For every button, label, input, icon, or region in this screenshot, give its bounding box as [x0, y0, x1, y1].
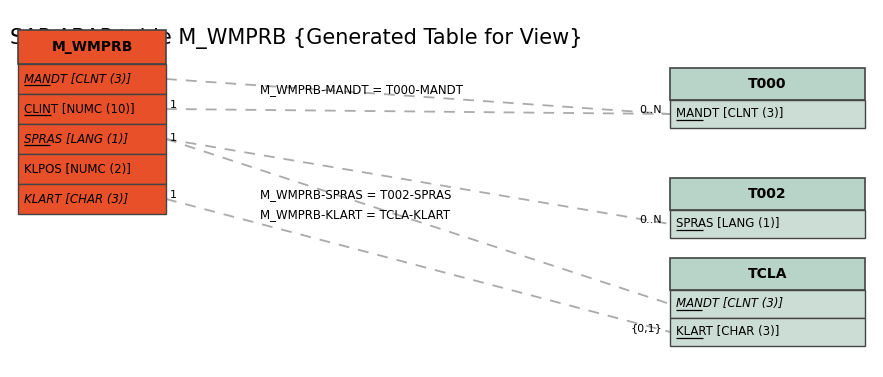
- FancyBboxPatch shape: [670, 178, 865, 210]
- FancyBboxPatch shape: [670, 318, 865, 346]
- FancyBboxPatch shape: [18, 94, 166, 124]
- Text: KLART [CHAR (3)]: KLART [CHAR (3)]: [24, 193, 128, 205]
- FancyBboxPatch shape: [18, 30, 166, 64]
- Text: 1: 1: [170, 190, 177, 200]
- Text: MANDT [CLNT (3)]: MANDT [CLNT (3)]: [676, 297, 783, 311]
- FancyBboxPatch shape: [18, 154, 166, 184]
- FancyBboxPatch shape: [670, 258, 865, 290]
- FancyBboxPatch shape: [18, 64, 166, 94]
- Text: MANDT [CLNT (3)]: MANDT [CLNT (3)]: [676, 107, 783, 121]
- Text: TCLA: TCLA: [748, 267, 788, 281]
- Text: SPRAS [LANG (1)]: SPRAS [LANG (1)]: [676, 218, 780, 230]
- Text: 0..N: 0..N: [639, 105, 662, 115]
- Text: T000: T000: [748, 77, 787, 91]
- FancyBboxPatch shape: [670, 290, 865, 318]
- Text: SPRAS [LANG (1)]: SPRAS [LANG (1)]: [24, 132, 128, 146]
- Text: M_WMPRB-KLART = TCLA-KLART: M_WMPRB-KLART = TCLA-KLART: [260, 208, 450, 222]
- Text: 1: 1: [170, 133, 177, 143]
- Text: T002: T002: [748, 187, 787, 201]
- Text: M_WMPRB: M_WMPRB: [51, 40, 132, 54]
- FancyBboxPatch shape: [670, 68, 865, 100]
- FancyBboxPatch shape: [670, 100, 865, 128]
- Text: 1: 1: [170, 100, 177, 110]
- Text: CLINT [NUMC (10)]: CLINT [NUMC (10)]: [24, 103, 134, 115]
- Text: SAP ABAP table M_WMPRB {Generated Table for View}: SAP ABAP table M_WMPRB {Generated Table …: [10, 28, 583, 49]
- Text: {0,1}: {0,1}: [630, 323, 662, 333]
- Text: M_WMPRB-MANDT = T000-MANDT: M_WMPRB-MANDT = T000-MANDT: [260, 83, 463, 97]
- Text: KLPOS [NUMC (2)]: KLPOS [NUMC (2)]: [24, 162, 131, 176]
- Text: MANDT [CLNT (3)]: MANDT [CLNT (3)]: [24, 72, 131, 86]
- Text: 0..N: 0..N: [639, 215, 662, 225]
- FancyBboxPatch shape: [670, 210, 865, 238]
- FancyBboxPatch shape: [18, 124, 166, 154]
- Text: KLART [CHAR (3)]: KLART [CHAR (3)]: [676, 325, 780, 339]
- Text: M_WMPRB-SPRAS = T002-SPRAS: M_WMPRB-SPRAS = T002-SPRAS: [260, 188, 451, 201]
- FancyBboxPatch shape: [18, 184, 166, 214]
